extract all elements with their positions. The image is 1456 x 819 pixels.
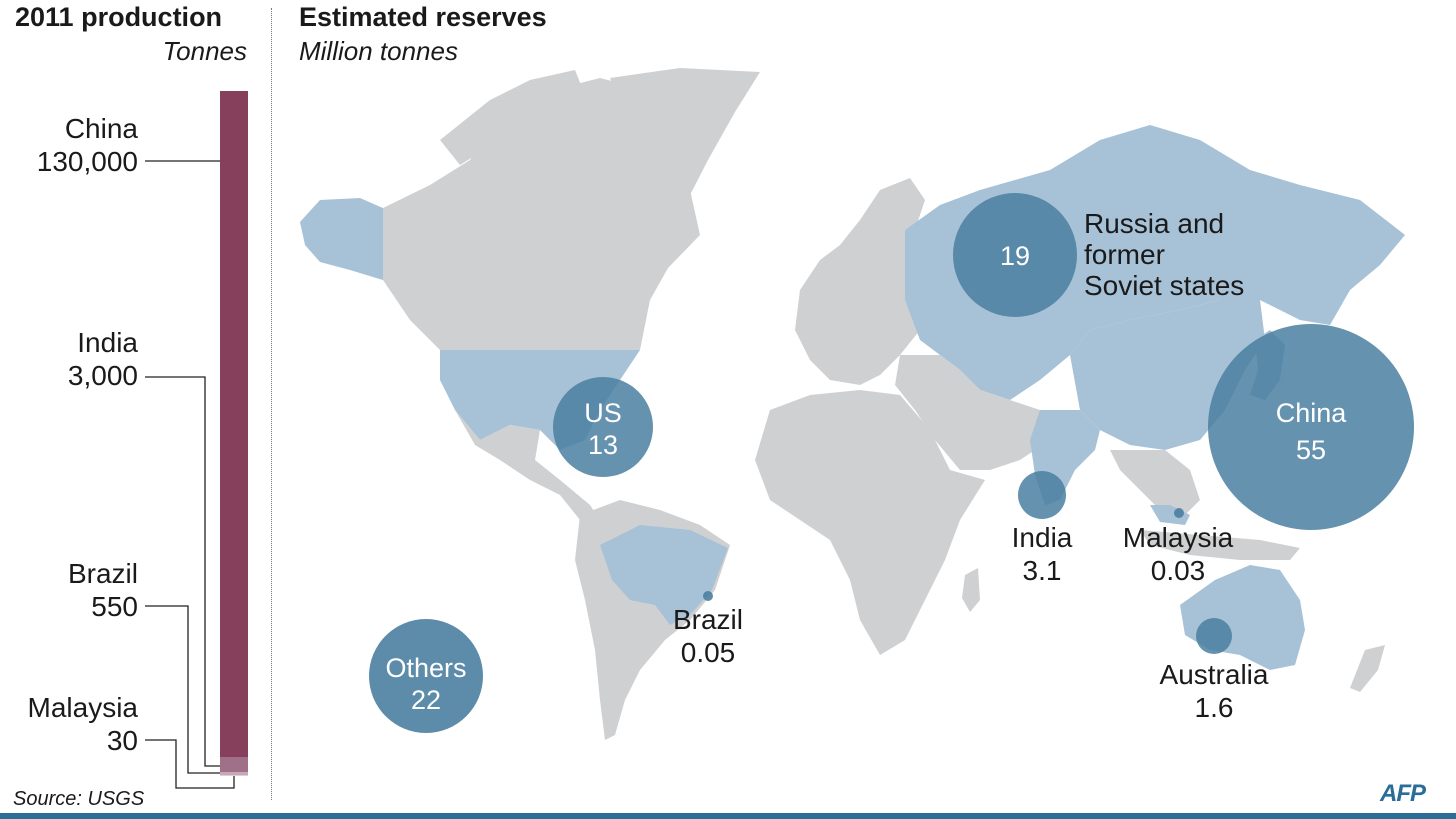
panel-divider [271,8,272,800]
bubble-others-value: 22 [411,685,441,715]
prod-label-china: China 130,000 [37,112,138,178]
label-malaysia-name: Malaysia [1122,522,1234,553]
land-russia [905,125,1405,400]
production-bar [220,91,248,776]
afp-logo: AFP [1380,780,1426,807]
production-title: 2011 production [15,2,223,32]
reserves-title: Estimated reserves [299,2,547,32]
bubble-brazil [703,591,713,601]
land-europe [795,215,920,385]
reserve-bubbles [369,193,1414,733]
label-australia-name: Australia [1159,659,1269,690]
leader-line-india [145,376,220,767]
label-australia-value: 1.6 [1194,692,1234,723]
prod-label-malaysia: Malaysia 30 [28,691,138,757]
bubble-china [1208,324,1414,530]
label-brazil: Brazil 0.05 [658,603,758,669]
label-malaysia: Malaysia 0.03 [1108,521,1248,587]
bubble-others [369,619,483,733]
land-brazil [600,525,728,625]
land-new-zealand [1350,645,1385,692]
bubble-india [1018,471,1066,519]
production-unit: Tonnes [162,36,247,66]
bubble-malaysia [1174,508,1184,518]
production-leader-lines [145,160,235,789]
prod-name: Brazil [67,558,138,589]
label-malaysia-value: 0.03 [1150,555,1206,586]
bar-segment-india [220,757,248,772]
label-russia: Russia and former Soviet states [1084,208,1244,301]
land-middle-east [895,355,1050,470]
footer-bar [0,813,1456,819]
prod-value: 30 [106,725,138,756]
bubble-us-value: 13 [588,430,618,460]
label-australia: Australia 1.6 [1144,658,1284,724]
bar-segment-malaysia [220,775,248,776]
bubble-russia [953,193,1077,317]
bubble-us [553,377,653,477]
bubble-others-name: Others [385,653,466,683]
bubble-australia [1196,618,1232,654]
land-greenland [610,68,760,220]
prod-name: China [64,113,138,144]
label-india-value: 3.1 [1022,555,1062,586]
label-brazil-name: Brazil [672,604,743,635]
prod-value: 130,000 [36,146,138,177]
land-mexico [455,410,600,520]
land-madagascar [962,568,980,612]
label-russia-line3: Soviet states [1084,270,1245,301]
world-map [300,68,1405,740]
prod-name: India [77,327,138,358]
bubble-russia-value: 19 [1000,241,1030,271]
source-note: Source: USGS [13,788,145,810]
prod-value: 3,000 [67,360,138,391]
prod-value: 550 [91,591,138,622]
bubble-china-name: China [1276,398,1348,428]
leader-line-brazil [145,605,220,774]
prod-label-india: India 3,000 [68,326,138,392]
label-india-name: India [1011,522,1073,553]
leader-line-malaysia [145,739,235,789]
land-se-asia [1110,450,1200,520]
label-russia-line1: Russia and [1084,208,1225,239]
prod-name: Malaysia [27,692,138,723]
reserves-unit: Million tonnes [299,36,458,66]
label-brazil-value: 0.05 [680,637,736,668]
bar-segment-china [220,91,248,757]
label-russia-line2: former [1084,239,1165,270]
land-alaska [300,198,383,280]
land-canada [383,78,700,350]
bubble-us-name: US [584,398,622,428]
prod-label-brazil: Brazil 550 [68,557,138,623]
land-canada-islands [440,70,585,165]
land-scandinavia [860,178,925,260]
label-india: India 3.1 [992,521,1092,587]
land-indonesia [1140,530,1300,560]
bubble-china-value: 55 [1296,435,1326,465]
bar-segment-brazil [220,772,248,775]
land-africa [755,390,985,655]
